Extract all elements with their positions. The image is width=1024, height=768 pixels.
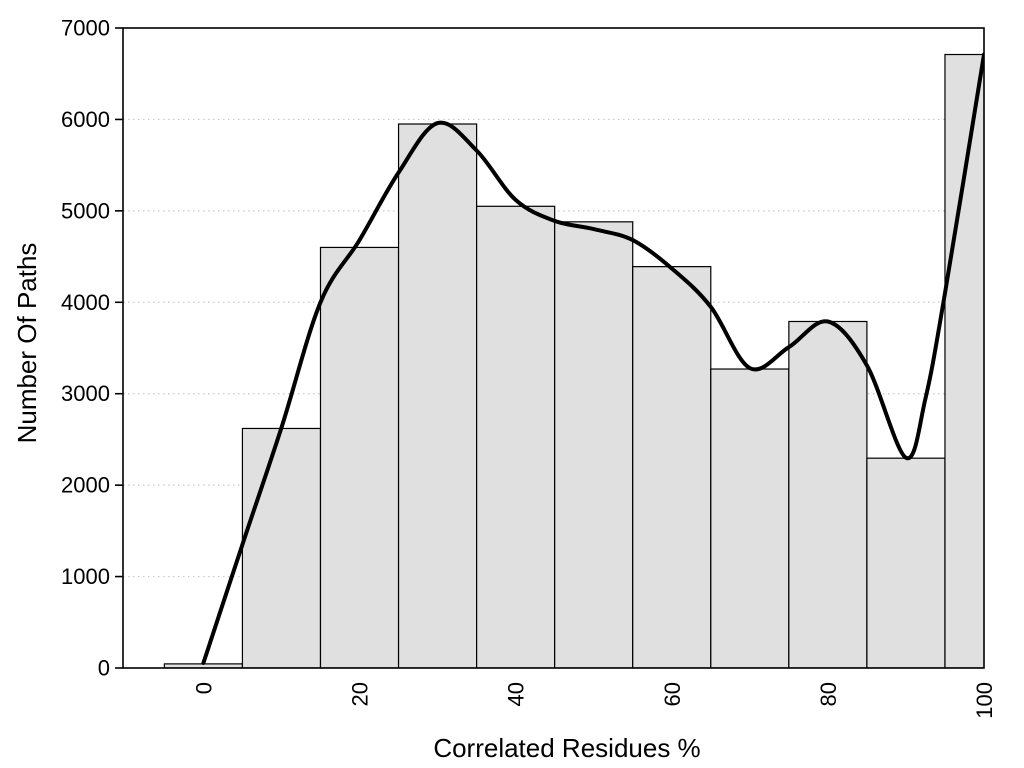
x-tick-label-80: 80 bbox=[816, 682, 841, 706]
x-tick-label-100: 100 bbox=[972, 682, 997, 719]
y-axis-labels: 0 1000 2000 3000 4000 5000 6000 7000 bbox=[61, 16, 110, 681]
y-tick-label-5000: 5000 bbox=[61, 198, 110, 223]
smooth-fit-curve bbox=[201, 52, 984, 665]
histogram-bar-40 bbox=[476, 205, 556, 668]
histogram-bar-30 bbox=[397, 123, 478, 668]
y-tick-label-0: 0 bbox=[98, 656, 110, 681]
y-tick-label-3000: 3000 bbox=[61, 381, 110, 406]
histogram-bar-100 bbox=[944, 53, 984, 668]
histogram-bar-70 bbox=[710, 368, 790, 668]
x-tick-label-60: 60 bbox=[660, 682, 685, 706]
y-tick-label-6000: 6000 bbox=[61, 107, 110, 132]
density-curve bbox=[201, 52, 984, 665]
y-tick-label-1000: 1000 bbox=[61, 564, 110, 589]
y-axis-title: Number Of Paths bbox=[12, 243, 42, 444]
x-axis-labels: 0 20 40 60 80 100 bbox=[191, 682, 997, 719]
histogram-bar-20 bbox=[319, 246, 400, 668]
y-tick-label-4000: 4000 bbox=[61, 290, 110, 315]
x-tick-label-0: 0 bbox=[191, 682, 216, 694]
histogram-bar-60 bbox=[632, 266, 712, 668]
histogram-bar-50 bbox=[554, 221, 634, 668]
histogram-bar-90 bbox=[866, 457, 946, 668]
y-axis-ticks bbox=[115, 27, 123, 669]
histogram-bar-10 bbox=[241, 427, 322, 668]
y-tick-label-2000: 2000 bbox=[61, 473, 110, 498]
x-tick-label-20: 20 bbox=[348, 682, 373, 706]
x-tick-label-40: 40 bbox=[504, 682, 529, 706]
histogram-bars bbox=[163, 53, 984, 668]
y-tick-label-7000: 7000 bbox=[61, 16, 110, 41]
x-axis-title: Correlated Residues % bbox=[433, 733, 700, 763]
histogram-bar-80 bbox=[788, 320, 868, 668]
plot-border bbox=[122, 27, 985, 669]
